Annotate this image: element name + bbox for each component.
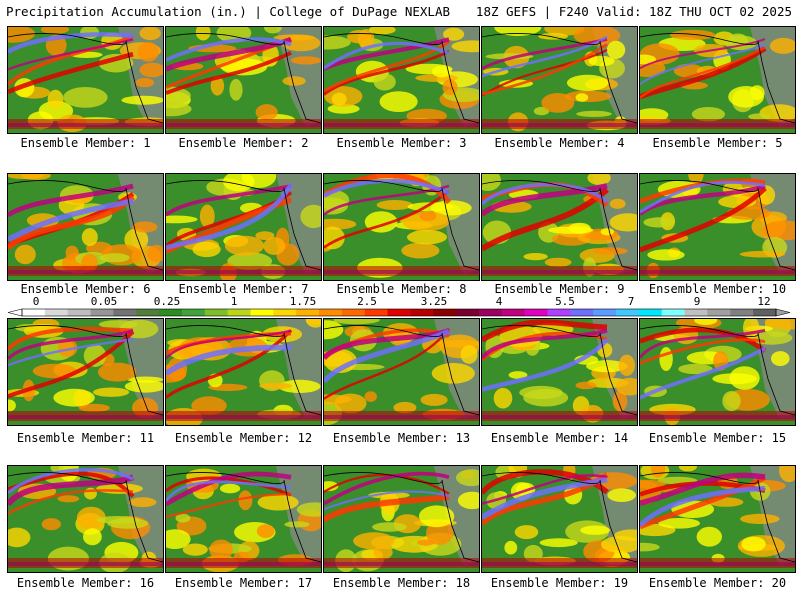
colorbar-swatch	[410, 309, 434, 316]
colorbar-tick-label: 2.5	[357, 295, 377, 308]
ensemble-member-label: Ensemble Member: 5	[652, 136, 783, 150]
colorbar-tick-label: 1.75	[289, 295, 317, 308]
colorbar-swatch	[661, 309, 686, 316]
ensemble-map-panel	[639, 465, 796, 573]
colorbar-tick-label: 0.05	[90, 295, 118, 308]
ensemble-member-label: Ensemble Member: 2	[178, 136, 309, 150]
colorbar-tick-label: 0.25	[153, 295, 181, 308]
ensemble-map-panel	[323, 26, 480, 134]
colorbar-tick-label: 9	[693, 295, 701, 308]
colorbar-swatch	[433, 309, 457, 316]
colorbar-swatch	[227, 309, 251, 316]
colorbar-swatch	[364, 309, 389, 316]
ensemble-map-panel	[323, 465, 480, 573]
ensemble-map-panel	[481, 173, 638, 281]
colorbar-swatch	[44, 309, 69, 316]
colorbar-swatch	[730, 309, 754, 316]
colorbar-swatch	[524, 309, 549, 316]
colorbar-tick-label: 1	[230, 295, 238, 308]
colorbar-swatch	[159, 309, 183, 316]
colorbar-swatch	[478, 309, 503, 316]
colorbar-swatch	[616, 309, 640, 316]
colorbar-swatch	[341, 309, 366, 316]
ensemble-member-label: Ensemble Member: 13	[332, 431, 471, 445]
colorbar-tick-label: 12	[757, 295, 771, 308]
ensemble-member-label: Ensemble Member: 9	[494, 282, 625, 296]
colorbar-right-arrow	[775, 308, 791, 317]
ensemble-map-panel	[7, 26, 164, 134]
colorbar-swatch	[753, 309, 777, 316]
ensemble-map-panel	[639, 173, 796, 281]
ensemble-member-label: Ensemble Member: 6	[20, 282, 151, 296]
colorbar-tick-label: 0	[32, 295, 40, 308]
colorbar-tick-label: 5.5	[555, 295, 575, 308]
ensemble-map-panel	[481, 26, 638, 134]
colorbar-swatch	[593, 309, 617, 316]
colorbar-swatch	[707, 309, 731, 316]
colorbar-swatch	[113, 309, 137, 316]
colorbar-swatch	[570, 309, 594, 316]
ensemble-map-panel	[165, 318, 322, 426]
colorbar-swatch	[67, 309, 92, 316]
ensemble-member-label: Ensemble Member: 12	[174, 431, 313, 445]
colorbar-swatch	[90, 309, 114, 316]
ensemble-member-label: Ensemble Member: 14	[490, 431, 629, 445]
colorbar-tick-label: 3.25	[420, 295, 448, 308]
colorbar-swatch	[684, 309, 708, 316]
ensemble-map-panel	[7, 318, 164, 426]
ensemble-map-panel	[7, 465, 164, 573]
ensemble-member-label: Ensemble Member: 20	[648, 576, 787, 590]
colorbar-swatch	[638, 309, 663, 316]
ensemble-map-panel	[323, 173, 480, 281]
ensemble-map-panel	[481, 318, 638, 426]
ensemble-map-panel	[165, 465, 322, 573]
ensemble-map-panel	[481, 465, 638, 573]
ensemble-map-panel	[639, 26, 796, 134]
colorbar-swatch	[319, 309, 343, 316]
ensemble-member-label: Ensemble Member: 8	[336, 282, 467, 296]
ensemble-map-panel	[7, 173, 164, 281]
colorbar-swatch	[136, 309, 160, 316]
ensemble-member-label: Ensemble Member: 15	[648, 431, 787, 445]
ensemble-member-label: Ensemble Member: 11	[16, 431, 155, 445]
colorbar-swatch	[181, 309, 206, 316]
colorbar-swatch	[456, 309, 480, 316]
colorbar-swatch	[273, 309, 297, 316]
colorbar-tick-label: 4	[495, 295, 503, 308]
colorbar-swatch	[547, 309, 571, 316]
colorbar-swatch	[296, 309, 320, 316]
ensemble-member-label: Ensemble Member: 16	[16, 576, 155, 590]
colorbar-swatch	[250, 309, 274, 316]
ensemble-member-label: Ensemble Member: 10	[648, 282, 787, 296]
ensemble-map-panel	[639, 318, 796, 426]
page-title: Precipitation Accumulation (in.) | Colle…	[6, 4, 451, 19]
ensemble-member-label: Ensemble Member: 18	[332, 576, 471, 590]
colorbar-swatch	[204, 309, 229, 316]
colorbar-tick-label: 7	[627, 295, 635, 308]
ensemble-member-label: Ensemble Member: 19	[490, 576, 629, 590]
ensemble-map-panel	[323, 318, 480, 426]
colorbar-swatch	[387, 309, 411, 316]
ensemble-map-panel	[165, 173, 322, 281]
colorbar-swatch	[22, 309, 46, 316]
colorbar-left-arrow	[7, 308, 23, 317]
model-run-info: 18Z GEFS | F240 Valid: 18Z THU OCT 02 20…	[475, 4, 792, 19]
ensemble-member-label: Ensemble Member: 17	[174, 576, 313, 590]
ensemble-member-label: Ensemble Member: 4	[494, 136, 625, 150]
precipitation-colorbar	[7, 308, 791, 317]
ensemble-member-label: Ensemble Member: 1	[20, 136, 151, 150]
ensemble-member-label: Ensemble Member: 7	[178, 282, 309, 296]
colorbar-swatch	[501, 309, 526, 316]
ensemble-map-panel	[165, 26, 322, 134]
ensemble-member-label: Ensemble Member: 3	[336, 136, 467, 150]
